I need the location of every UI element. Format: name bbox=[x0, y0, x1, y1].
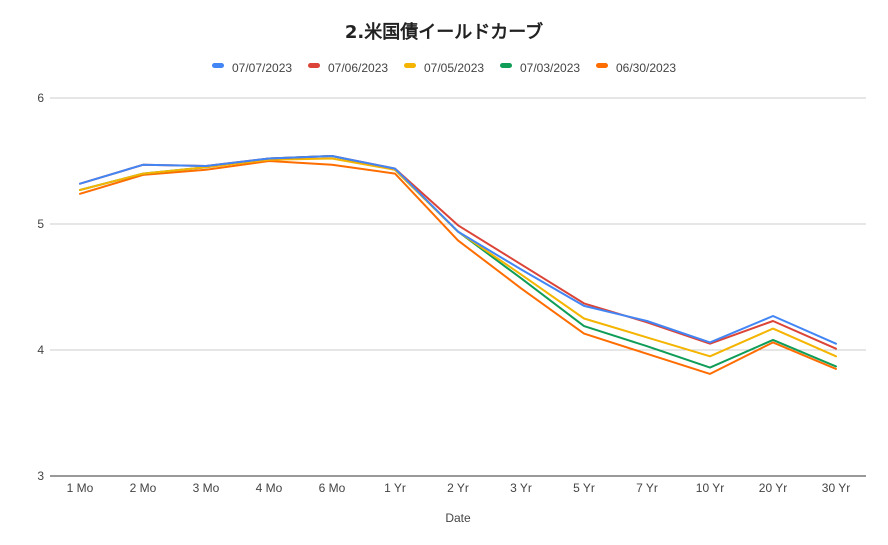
legend-label: 07/03/2023 bbox=[520, 61, 580, 75]
x-tick-label: 20 Yr bbox=[759, 481, 787, 495]
legend-item[interactable]: 07/07/2023 bbox=[212, 61, 292, 75]
x-tick-label: 3 Mo bbox=[193, 481, 220, 495]
x-tick-label: 2 Mo bbox=[130, 481, 157, 495]
legend-label: 07/06/2023 bbox=[328, 61, 388, 75]
legend-item[interactable]: 07/03/2023 bbox=[500, 61, 580, 75]
y-tick-label: 5 bbox=[37, 217, 44, 231]
x-tick-label: 30 Yr bbox=[822, 481, 850, 495]
legend-item[interactable]: 06/30/2023 bbox=[596, 61, 676, 75]
y-tick-label: 3 bbox=[37, 469, 44, 483]
x-tick-label: 2 Yr bbox=[447, 481, 469, 495]
x-tick-label: 3 Yr bbox=[510, 481, 532, 495]
x-axis-title: Date bbox=[445, 511, 471, 525]
series-line-4 bbox=[79, 160, 837, 375]
x-axis-ticks: 1 Mo 2 Mo 3 Mo 4 Mo 6 Mo 1 Yr 2 Yr 3 Yr 5 Yr 7 Yr… bbox=[67, 481, 851, 495]
series-line-3 bbox=[79, 155, 837, 369]
legend-label: 07/05/2023 bbox=[424, 61, 484, 75]
series-lines bbox=[79, 155, 837, 375]
legend-swatch bbox=[596, 63, 608, 68]
legend-swatch bbox=[308, 63, 320, 68]
x-tick-label: 1 Mo bbox=[67, 481, 94, 495]
gridlines bbox=[50, 97, 866, 477]
x-tick-label: 1 Yr bbox=[384, 481, 406, 495]
legend-label: 06/30/2023 bbox=[616, 61, 676, 75]
legend-item[interactable]: 07/06/2023 bbox=[308, 61, 388, 75]
x-tick-label: 7 Yr bbox=[636, 481, 658, 495]
x-tick-label: 5 Yr bbox=[573, 481, 595, 495]
y-axis-ticks: 3 4 5 6 bbox=[37, 91, 44, 483]
y-tick-label: 4 bbox=[37, 343, 44, 357]
series-line-1 bbox=[79, 155, 837, 350]
series-line-2 bbox=[79, 157, 837, 358]
legend: 07/07/2023 07/06/2023 07/05/2023 07/03/2023… bbox=[212, 61, 676, 75]
x-tick-label: 6 Mo bbox=[319, 481, 346, 495]
x-tick-label: 10 Yr bbox=[696, 481, 724, 495]
chart-title: 2.米国債イールドカーブ bbox=[345, 21, 543, 43]
legend-swatch bbox=[212, 63, 224, 68]
legend-item[interactable]: 07/05/2023 bbox=[404, 61, 484, 75]
legend-swatch bbox=[500, 63, 512, 68]
legend-swatch bbox=[404, 63, 416, 68]
legend-label: 07/07/2023 bbox=[232, 61, 292, 75]
x-tick-label: 4 Mo bbox=[256, 481, 283, 495]
series-line-0 bbox=[79, 155, 837, 345]
y-tick-label: 6 bbox=[37, 91, 44, 105]
